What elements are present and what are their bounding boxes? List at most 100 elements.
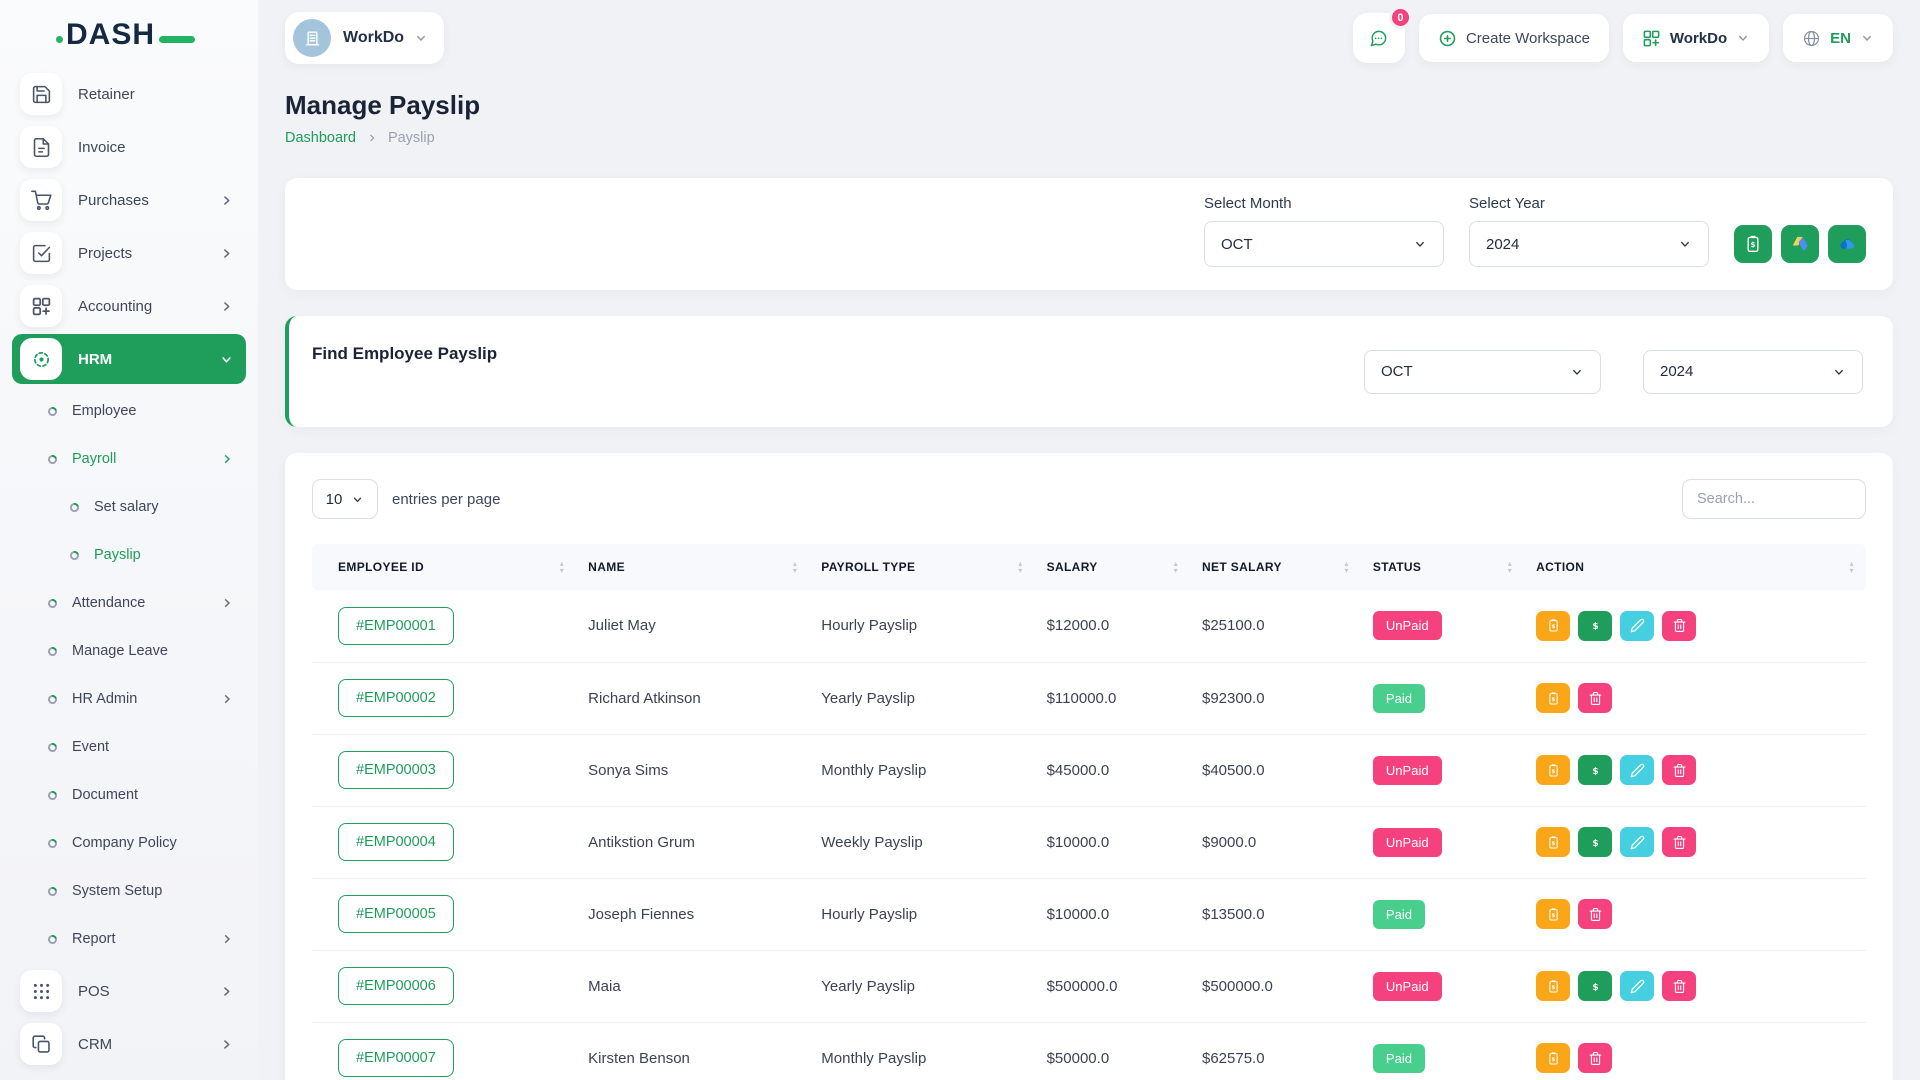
sort-icon[interactable]: ▴ ▾ [1507,559,1513,575]
delete-button[interactable] [1662,827,1697,857]
money-button[interactable]: $ [1578,971,1613,1001]
entries-per-page-select[interactable]: 10 [312,479,378,519]
sort-icon[interactable]: ▴ ▾ [1849,559,1854,575]
column-label: ACTION [1536,560,1585,574]
column-header-payroll-type[interactable]: PAYROLL TYPE ▴ ▾ [809,544,1035,590]
employee-id-badge[interactable]: #EMP00001 [338,606,454,645]
google-drive-export-button[interactable] [1781,225,1819,263]
sidebar-item-retainer[interactable]: Retainer [12,69,246,119]
payslip-button[interactable]: $ [1536,971,1571,1001]
find-month-select[interactable]: OCT [1364,349,1601,394]
net-salary-value: $25100.0 [1189,590,1361,663]
sidebar-item-pos[interactable]: POS [12,966,246,1016]
payslip-button[interactable]: $ [1536,683,1571,713]
app-switcher-button[interactable]: WorkDo [1622,14,1770,62]
payslip-button[interactable]: $ [1536,899,1571,929]
employee-id-badge[interactable]: #EMP00002 [338,679,454,717]
clipboard-dollar-icon: $ [1546,979,1561,994]
sidebar-item-document[interactable]: Document [0,771,258,819]
payslip-button[interactable]: $ [1536,610,1571,641]
svg-text:$: $ [1592,982,1598,992]
payslip-table: EMPLOYEE ID ▴ ▾ NAME ▴ ▾ PAYROLL TYPE ▴ ▾ SALARY ▴… [312,544,1866,1080]
sidebar-item-invoice[interactable]: Invoice [12,122,246,172]
sidebar-item-crm[interactable]: CRM [12,1019,246,1069]
delete-button[interactable] [1662,610,1697,641]
sidebar-item-system-setup[interactable]: System Setup [0,867,258,915]
year-select[interactable]: 2024 [1469,221,1709,267]
payslip-button[interactable]: $ [1536,1043,1571,1073]
breadcrumb-dashboard-link[interactable]: Dashboard [285,130,356,146]
table-row: #EMP00007 Kirsten Benson Monthly Payslip $5… [312,1022,1866,1080]
find-year-select[interactable]: 2024 [1643,349,1863,394]
delete-button[interactable] [1578,683,1613,713]
employee-id-badge[interactable]: #EMP00004 [338,823,454,861]
employee-id-badge[interactable]: #EMP00006 [338,967,454,1005]
column-header-employee-id[interactable]: EMPLOYEE ID ▴ ▾ [312,544,577,590]
column-header-status[interactable]: STATUS ▴ ▾ [1360,544,1525,590]
onedrive-export-button[interactable] [1828,225,1866,263]
column-header-salary[interactable]: SALARY ▴ ▾ [1034,544,1190,590]
search-input[interactable] [1682,479,1866,519]
svg-text:$: $ [1592,766,1598,776]
money-button[interactable]: $ [1578,755,1613,785]
column-label: PAYROLL TYPE [821,560,916,574]
net-salary-value: $62575.0 [1189,1022,1361,1080]
status-badge: UnPaid [1372,611,1442,641]
edit-button[interactable] [1620,827,1655,857]
payslip-button[interactable]: $ [1536,827,1571,857]
salary-value: $10000.0 [1034,878,1190,951]
chevron-down-icon [1832,365,1846,379]
language-button[interactable]: EN [1783,14,1893,62]
sidebar-item-payroll[interactable]: Payroll [0,435,258,483]
sort-icon[interactable]: ▴ ▾ [1344,559,1349,575]
sort-icon[interactable]: ▴ ▾ [1173,559,1178,575]
clipboard-dollar-icon: $ [1546,835,1561,850]
sidebar-item-set-salary[interactable]: Set salary [0,483,258,531]
sidebar-item-payslip[interactable]: Payslip [0,531,258,579]
delete-button[interactable] [1662,971,1697,1001]
status-badge: Paid [1372,683,1425,713]
sort-icon[interactable]: ▴ ▾ [1018,559,1023,575]
create-workspace-button[interactable]: Create Workspace [1418,14,1609,62]
ring-bullet-icon [46,693,59,706]
sidebar-item-accounting[interactable]: Accounting [12,281,246,331]
employee-id-badge[interactable]: #EMP00005 [338,895,454,933]
sidebar-item-employee[interactable]: Employee [0,387,258,435]
month-select[interactable]: OCT [1204,221,1444,267]
workspace-switcher[interactable]: WorkDo [285,12,445,64]
document-icon [20,126,62,168]
sort-icon[interactable]: ▴ ▾ [792,559,798,575]
sidebar-item-purchases[interactable]: Purchases [12,175,246,225]
bulk-payslip-button[interactable]: $ [1734,225,1772,263]
sidebar-item-report[interactable]: Report [0,915,258,963]
employee-id-badge[interactable]: #EMP00007 [338,1039,454,1077]
sidebar-item-company-policy[interactable]: Company Policy [0,819,258,867]
sort-icon[interactable]: ▴ ▾ [559,559,565,575]
delete-button[interactable] [1662,755,1697,785]
brand-logo[interactable]: DASH [0,0,258,62]
employee-name: Richard Atkinson [576,662,810,735]
sidebar-item-manage-leave[interactable]: Manage Leave [0,627,258,675]
topbar: WorkDo 0 Create Workspace WorkDo [258,0,1920,66]
column-header-net-salary[interactable]: NET SALARY ▴ ▾ [1189,544,1361,590]
sidebar-item-event[interactable]: Event [0,723,258,771]
edit-button[interactable] [1620,971,1655,1001]
money-button[interactable]: $ [1578,827,1613,857]
payslip-button[interactable]: $ [1536,755,1571,785]
money-button[interactable]: $ [1578,610,1613,641]
row-actions: $ [1536,683,1854,713]
edit-button[interactable] [1620,610,1655,641]
column-header-action[interactable]: ACTION ▴ ▾ [1524,544,1866,590]
delete-button[interactable] [1578,899,1613,929]
sidebar-item-label: POS [78,982,110,1000]
sidebar-item-hrm[interactable]: HRM [12,334,246,384]
sidebar-item-projects[interactable]: Projects [12,228,246,278]
sidebar-item-hr-admin[interactable]: HR Admin [0,675,258,723]
column-header-name[interactable]: NAME ▴ ▾ [576,544,810,590]
employee-id-badge[interactable]: #EMP00003 [338,751,454,789]
messages-button[interactable]: 0 [1352,6,1412,63]
sidebar-item-attendance[interactable]: Attendance [0,579,258,627]
delete-button[interactable] [1578,1043,1613,1073]
svg-text:$: $ [1551,840,1555,846]
edit-button[interactable] [1620,755,1655,785]
